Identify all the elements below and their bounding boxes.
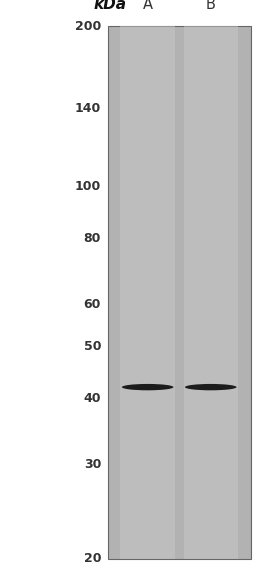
- Text: B: B: [206, 0, 216, 12]
- Bar: [120, 26, 175, 559]
- Text: 140: 140: [75, 102, 101, 115]
- Text: 40: 40: [84, 392, 101, 405]
- Text: 60: 60: [84, 298, 101, 311]
- Text: 20: 20: [84, 552, 101, 565]
- Bar: [108, 26, 251, 559]
- Text: 100: 100: [75, 180, 101, 193]
- Text: 80: 80: [84, 232, 101, 244]
- Text: 30: 30: [84, 459, 101, 471]
- Text: kDa: kDa: [93, 0, 126, 12]
- Ellipse shape: [122, 384, 174, 391]
- Text: 50: 50: [84, 340, 101, 353]
- Ellipse shape: [185, 384, 237, 391]
- Bar: [184, 26, 238, 559]
- Text: A: A: [143, 0, 153, 12]
- Text: 200: 200: [75, 20, 101, 33]
